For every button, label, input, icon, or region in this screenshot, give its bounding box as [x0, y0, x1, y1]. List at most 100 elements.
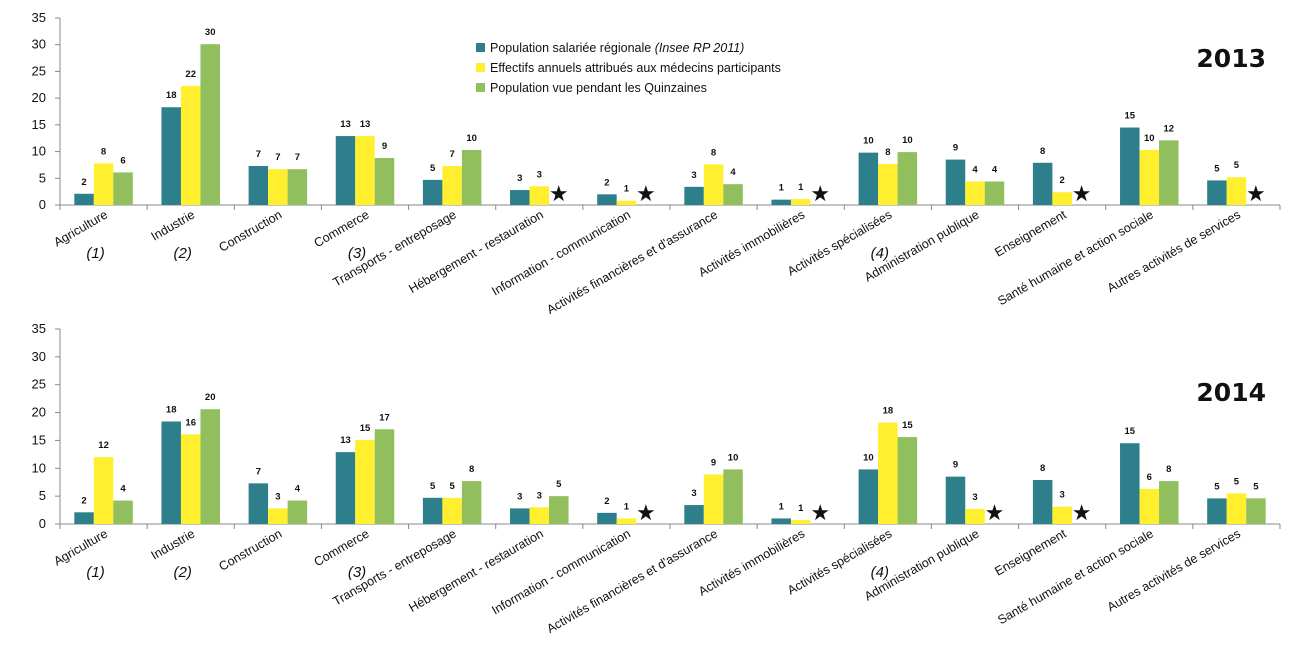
- data-label: 8: [1166, 464, 1171, 475]
- category-label: Enseignement: [992, 526, 1069, 578]
- bar-2: [703, 164, 724, 205]
- bar-2: [355, 439, 375, 524]
- y-tick-label: 15: [32, 117, 46, 132]
- data-label: 8: [885, 147, 890, 158]
- category-note: (3): [348, 564, 366, 581]
- data-label: 7: [275, 152, 280, 163]
- bar-1: [510, 508, 530, 524]
- bar-1: [858, 152, 879, 205]
- data-label: 1: [798, 503, 804, 514]
- bar-2: [1052, 506, 1072, 524]
- bar-2: [790, 520, 811, 524]
- y-tick-label: 20: [32, 405, 46, 420]
- data-label: 5: [449, 481, 455, 492]
- y-tick-label: 10: [32, 460, 46, 475]
- bar-1: [422, 179, 443, 205]
- bar-1: [945, 159, 966, 205]
- legend-entry-2: Effectifs annuels attribués aux médecins…: [490, 61, 781, 75]
- legend-entry-1: Population salariée régionale (Insee RP …: [490, 41, 744, 55]
- data-label: 4: [992, 164, 998, 175]
- y-tick-label: 10: [32, 144, 46, 159]
- y-tick-label: 25: [32, 377, 46, 392]
- bar-2: [1139, 149, 1160, 205]
- chart-year-title: 2013: [1196, 44, 1266, 73]
- bar-2: [1226, 177, 1247, 205]
- bar-2: [180, 85, 201, 205]
- category-label: Santé humaine et action sociale: [995, 526, 1155, 627]
- legend-swatch-1: [476, 43, 485, 52]
- data-label: 18: [166, 404, 177, 415]
- y-tick-label: 35: [32, 321, 46, 336]
- data-label: 5: [1214, 163, 1220, 174]
- bar-1: [771, 518, 791, 524]
- category-label: Construction: [217, 207, 285, 254]
- bar-3: [1159, 140, 1179, 205]
- bar-2: [268, 169, 288, 205]
- legend-entry-source: (Insee RP 2011): [655, 41, 745, 55]
- missing-data-star: ★: [1246, 182, 1266, 207]
- category-note: (2): [174, 245, 192, 262]
- data-label: 17: [379, 412, 390, 423]
- bar-2: [268, 508, 288, 524]
- category-label: Industrie: [149, 526, 198, 562]
- category-label: Santé humaine et action sociale: [995, 207, 1155, 308]
- bar-1: [335, 136, 356, 205]
- bar-1: [422, 497, 443, 524]
- legend-entry-text: Population salariée régionale: [490, 41, 655, 55]
- data-label: 5: [430, 163, 436, 174]
- data-label: 8: [711, 147, 716, 158]
- data-label: 1: [624, 184, 630, 195]
- bar-1: [74, 512, 94, 524]
- bar-2: [93, 163, 114, 205]
- bar-2: [965, 508, 985, 524]
- category-label: Activités financières et d'assurance: [544, 207, 720, 317]
- data-label: 5: [556, 479, 562, 490]
- bar-3: [287, 169, 308, 205]
- bar-1: [1120, 443, 1140, 524]
- missing-data-star: ★: [636, 182, 656, 207]
- bar-2: [703, 474, 724, 524]
- data-label: 3: [537, 490, 542, 501]
- data-label: 2: [604, 177, 609, 188]
- y-tick-label: 0: [39, 197, 46, 212]
- bar-2: [180, 434, 201, 524]
- data-label: 3: [517, 173, 522, 184]
- data-label: 18: [883, 406, 894, 417]
- data-label: 7: [256, 149, 261, 160]
- data-label: 4: [120, 484, 126, 495]
- data-label: 3: [691, 488, 696, 499]
- data-label: 8: [101, 146, 106, 157]
- bar-3: [461, 149, 482, 205]
- data-label: 7: [295, 152, 300, 163]
- data-label: 10: [863, 136, 874, 147]
- y-tick-label: 5: [39, 488, 46, 503]
- data-label: 10: [466, 133, 477, 144]
- missing-data-star: ★: [1072, 182, 1092, 207]
- chart-year-title: 2014: [1196, 378, 1266, 407]
- data-label: 10: [1144, 133, 1155, 144]
- bar-3: [723, 184, 743, 205]
- data-label: 6: [1147, 472, 1152, 483]
- bar-1: [248, 165, 269, 205]
- data-label: 2: [1059, 175, 1064, 186]
- data-label: 1: [779, 183, 785, 194]
- bar-2: [1052, 192, 1072, 205]
- data-label: 1: [798, 182, 804, 193]
- bar-2: [616, 200, 637, 205]
- data-label: 18: [166, 90, 177, 101]
- data-label: 1: [779, 501, 785, 512]
- bar-2: [965, 181, 985, 205]
- bar-2: [616, 518, 637, 524]
- data-label: 3: [972, 492, 977, 503]
- data-label: 2: [81, 495, 86, 506]
- bar-3: [374, 157, 395, 205]
- data-label: 6: [120, 155, 125, 166]
- y-tick-label: 25: [32, 63, 46, 78]
- bar-1: [161, 107, 181, 205]
- data-label: 15: [902, 420, 913, 431]
- legend-entry-3: Population vue pendant les Quinzaines: [490, 81, 707, 95]
- bar-3: [374, 429, 395, 524]
- bar-2: [355, 136, 375, 205]
- bar-1: [684, 186, 704, 205]
